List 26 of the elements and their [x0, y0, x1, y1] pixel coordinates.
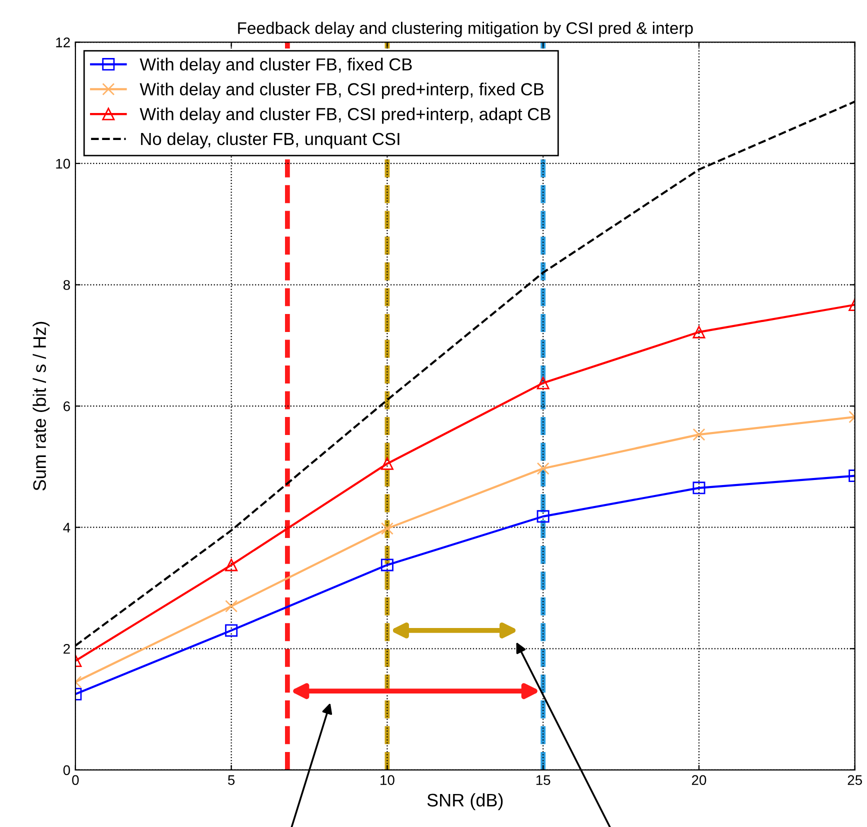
x-tick-label: 20 [692, 775, 706, 785]
y-tick-label: 6 [64, 401, 70, 412]
chart-title: Feedback delay and clustering mitigation by CSI pred & interp [238, 22, 693, 38]
x-tick-label: 0 [72, 775, 79, 785]
point [536, 462, 550, 475]
point [380, 558, 394, 572]
point [380, 457, 394, 470]
x-axis-title: SNR (dB) [427, 793, 503, 810]
x-tick-label: 10 [380, 775, 394, 785]
legend-label: With delay and cluster FB, CSI pred+interp, fixed CB [140, 82, 544, 99]
y-tick-label: 12 [56, 38, 70, 48]
point [380, 522, 394, 535]
y-tick-label: 8 [63, 280, 70, 290]
legend-label: No delay, cluster FB, unquant CSI [141, 132, 400, 149]
point [536, 510, 550, 523]
y-tick-label: 2 [64, 644, 70, 654]
x-tick-label: 25 [848, 775, 862, 785]
x-tick-label: 15 [536, 775, 550, 785]
legend-label: With delay and cluster FB, CSI pred+interp, adapt CB [140, 108, 550, 124]
x-tick-label: 5 [228, 775, 235, 785]
y-axis-title: Sum rate (bit / s / Hz) [32, 322, 50, 491]
legend-label: With delay and cluster FB, fixed CB [140, 58, 412, 74]
y-tick-label: 10 [56, 158, 70, 169]
point [536, 376, 550, 390]
y-tick-label: 4 [63, 522, 70, 532]
y-tick-label: 0 [63, 765, 70, 776]
